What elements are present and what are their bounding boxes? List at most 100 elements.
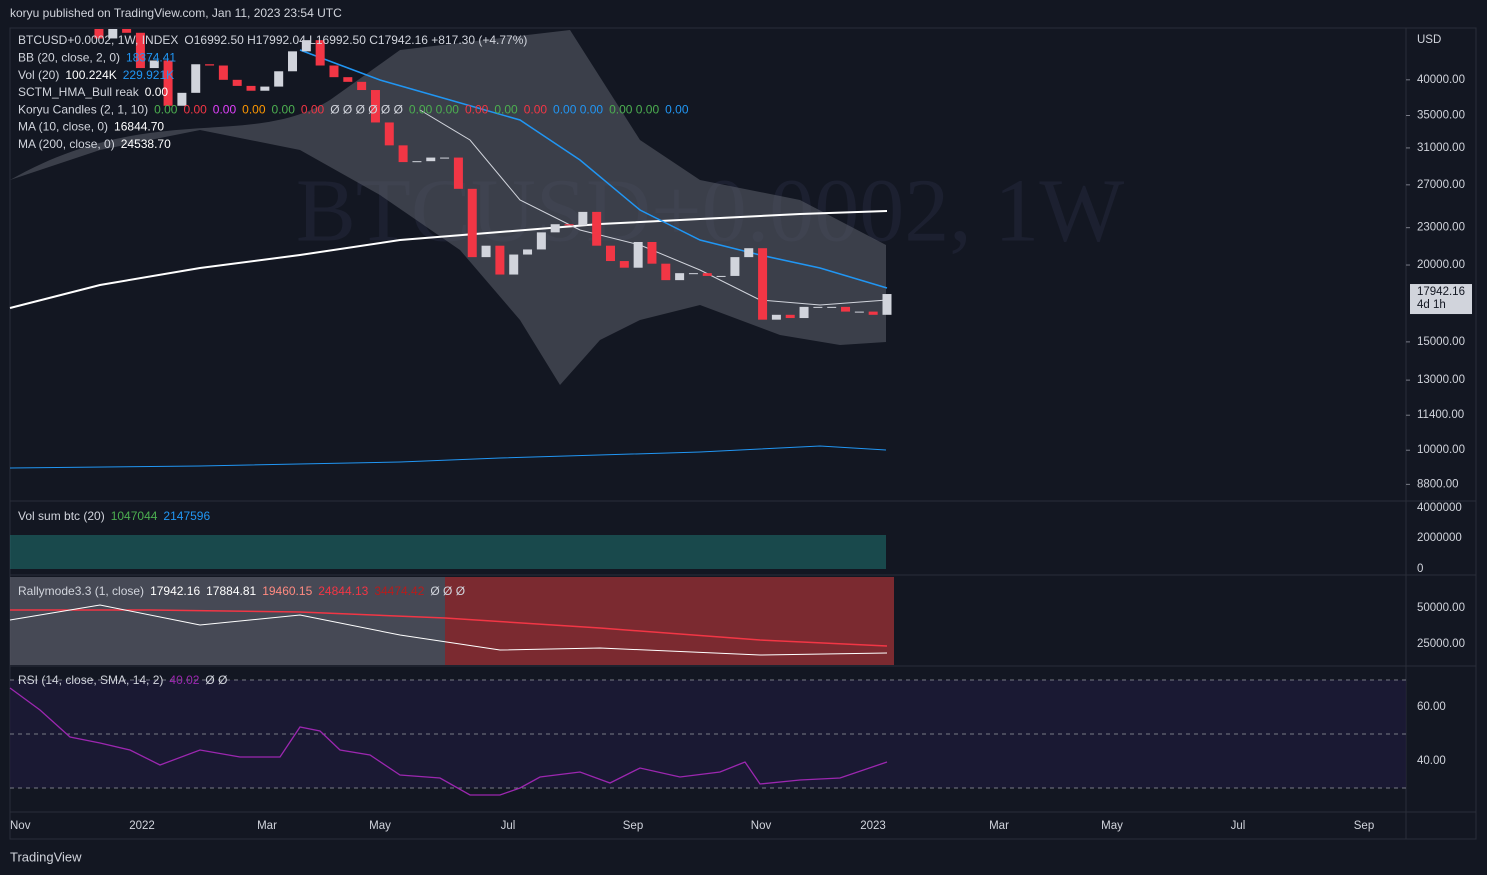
candle	[675, 273, 685, 281]
y-tick-label: 27000.00	[1417, 179, 1465, 191]
legend-item: 1047044	[111, 509, 158, 523]
candle	[716, 275, 726, 277]
legend-item: 0.00	[154, 102, 178, 116]
legend-item: 0.00 0.00	[553, 102, 603, 116]
candle	[854, 311, 864, 313]
y-tick-label: 50000.00	[1417, 602, 1465, 614]
y-tick-label: 40.00	[1417, 755, 1446, 767]
candle	[384, 122, 394, 146]
legend-item: MA (200, close, 0)	[18, 137, 115, 151]
legend-item: 0.00	[665, 102, 689, 116]
last-price-box	[1410, 284, 1472, 315]
rally-line	[10, 609, 888, 647]
last-price: 17942.16	[1417, 286, 1465, 298]
legend-item: 24538.70	[121, 137, 171, 151]
candle	[398, 145, 408, 163]
legend-item: 229.921K	[123, 68, 174, 82]
candle	[771, 314, 781, 320]
candle	[605, 245, 615, 262]
candle	[619, 261, 629, 268]
legend-item: Ø Ø Ø	[430, 584, 465, 598]
x-tick-label: Jul	[1231, 820, 1246, 832]
y-tick-label: 35000.00	[1417, 110, 1465, 122]
y-tick-label: 60.00	[1417, 701, 1446, 713]
legend-item: MA (10, close, 0)	[18, 120, 108, 134]
candle	[149, 60, 159, 69]
rally-zone	[10, 577, 445, 665]
x-tick-label: Nov	[751, 820, 772, 832]
candle	[274, 71, 284, 87]
legend-item: 40.02	[169, 673, 199, 687]
candle	[661, 263, 671, 281]
candle	[246, 85, 256, 91]
rally-zone	[445, 577, 894, 665]
y-tick-label: 10000.00	[1417, 444, 1465, 456]
legend-item: 0.00	[465, 102, 489, 116]
y-tick-label: 15000.00	[1417, 336, 1465, 348]
legend-item: 17942.16	[150, 584, 200, 598]
y-tick-label: 40000.00	[1417, 74, 1465, 86]
legend-item: 34474.42	[374, 584, 424, 598]
legend-item: Ø Ø	[205, 673, 227, 687]
candle	[135, 32, 145, 69]
legend-item: 17884.81	[206, 584, 256, 598]
candle	[799, 306, 809, 319]
legend-item: SCTM_HMA_Bull reak	[18, 85, 140, 99]
legend-item: Ø Ø Ø Ø Ø Ø	[330, 102, 403, 116]
candle	[744, 248, 754, 258]
x-tick-label: Jul	[501, 820, 516, 832]
candle	[702, 273, 712, 276]
candle	[785, 314, 795, 319]
vol-sum-area	[10, 535, 886, 569]
currency: USD	[1417, 34, 1441, 46]
legend-item: 0.00	[145, 85, 169, 99]
legend-item: 0.00	[301, 102, 325, 116]
legend-item: 0.00	[183, 102, 207, 116]
legend-item: Vol (20)	[18, 68, 59, 82]
candle	[426, 157, 436, 162]
candle	[453, 157, 463, 189]
y-tick-label: 11400.00	[1417, 409, 1464, 421]
legend-item: 16844.70	[114, 120, 164, 134]
y-tick-label: 25000.00	[1417, 638, 1465, 650]
legend-item: 19460.15	[262, 584, 312, 598]
candle	[564, 224, 574, 226]
legend-item: BB (20, close, 2, 0)	[18, 50, 120, 64]
candle	[343, 77, 353, 82]
candle	[578, 211, 588, 226]
candle	[730, 257, 740, 276]
bb-basis	[299, 49, 888, 289]
legend-item: 0.00	[213, 102, 237, 116]
x-tick-label: May	[1101, 820, 1123, 832]
candle	[108, 29, 118, 39]
legend-item: 0.00	[494, 102, 518, 116]
footer-logo: TradingView	[10, 849, 82, 864]
candle	[329, 65, 339, 78]
y-tick-label: 2000000	[1417, 532, 1462, 544]
candle	[357, 81, 367, 91]
y-tick-label: 13000.00	[1417, 374, 1465, 386]
candle	[827, 306, 837, 308]
candle	[315, 40, 325, 66]
candle	[177, 92, 187, 106]
candle	[509, 254, 519, 275]
y-tick-label: 0	[1417, 563, 1423, 575]
legend-item: BTCUSD+0.0002, 1W, INDEX	[18, 33, 178, 47]
volume-ma	[9, 445, 887, 469]
legend-item: 0.00	[272, 102, 296, 116]
ma200	[9, 210, 888, 309]
candle	[191, 64, 201, 93]
candle	[301, 40, 311, 52]
x-tick-label: Mar	[989, 820, 1009, 832]
x-tick-label: 2023	[860, 820, 886, 832]
legend-item: Koryu Candles (2, 1, 10)	[18, 102, 148, 116]
candle	[94, 29, 104, 39]
candle	[260, 86, 270, 91]
y-tick-label: 23000.00	[1417, 222, 1465, 234]
candle	[440, 157, 450, 159]
candle	[163, 60, 173, 106]
candle	[523, 249, 533, 255]
candle	[813, 306, 823, 308]
candle	[232, 79, 242, 86]
